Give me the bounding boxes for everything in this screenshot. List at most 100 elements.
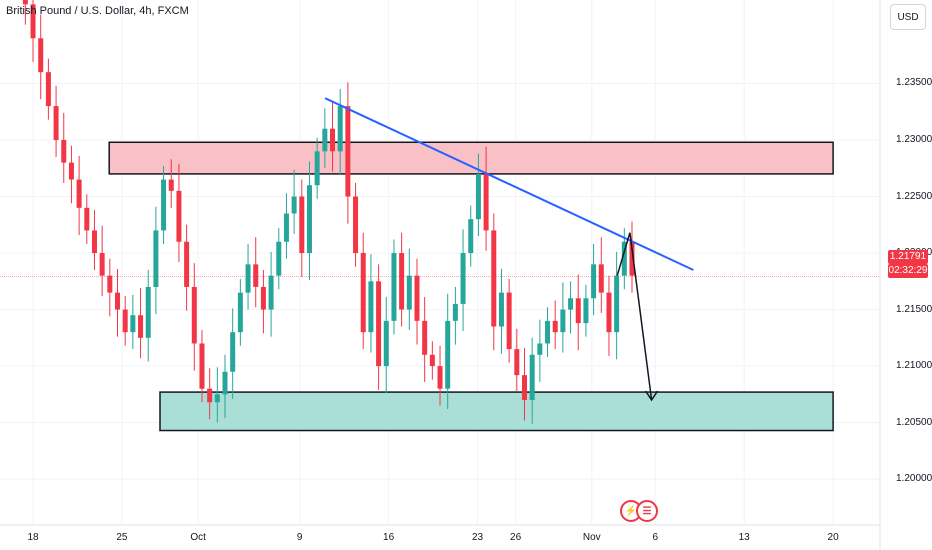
symbol-title: British Pound / U.S. Dollar, 4h, FXCM (6, 5, 189, 17)
candle-body (161, 179, 167, 231)
candle-body (222, 371, 228, 395)
candle-body (621, 241, 627, 276)
candle-body (506, 292, 512, 350)
candle-body (376, 281, 382, 367)
candle-body (153, 230, 159, 287)
candle-body (491, 230, 497, 327)
candle-body (391, 253, 397, 321)
candle-body (583, 298, 589, 324)
candle-body (383, 320, 389, 367)
candle-body (176, 190, 182, 242)
candle-body (452, 303, 458, 321)
candle-body (84, 207, 90, 231)
y-tick-label: 1.23000 (896, 134, 932, 145)
candle-body (115, 292, 121, 310)
candle-body (53, 106, 59, 140)
candle-body (606, 292, 612, 333)
x-tick-label: 23 (471, 532, 484, 543)
candle-body (560, 309, 566, 333)
candle-body (214, 394, 220, 403)
candle-body (45, 72, 51, 107)
candle-body (38, 38, 44, 73)
x-tick-label: Nov (582, 532, 601, 543)
x-tick-label: 26 (510, 532, 522, 543)
candle-body (545, 320, 551, 344)
candle-body (91, 230, 97, 254)
currency-selector[interactable]: USD (890, 4, 926, 30)
candle-body (291, 196, 297, 214)
candle-body (591, 264, 597, 299)
candle-body (22, 0, 28, 5)
candle-body (245, 264, 251, 293)
candle-body (368, 281, 374, 333)
candle-body (122, 309, 128, 333)
x-tick-label: 16 (383, 532, 395, 543)
candle-body (107, 275, 113, 293)
candle-body (322, 128, 328, 152)
candle-body (468, 219, 474, 254)
candle-body (414, 275, 420, 321)
candle-body (568, 298, 574, 310)
y-tick-label: 1.21500 (896, 303, 932, 315)
x-tick-label: 6 (652, 532, 659, 543)
resistance-zone (108, 141, 834, 175)
candle-body (514, 349, 520, 376)
x-tick-label: 20 (827, 532, 839, 543)
candle-body (260, 286, 266, 310)
projection-arrow (616, 232, 653, 401)
candle-body (268, 275, 274, 310)
candle-body (529, 354, 535, 400)
countdown-label: 02:32:29 (888, 264, 928, 278)
candle-body (406, 275, 412, 310)
x-tick-label: 13 (738, 532, 750, 543)
candle-body (283, 213, 289, 242)
y-tick-label: 1.23500 (896, 77, 932, 89)
candle-body (360, 253, 366, 333)
candle-body (184, 241, 190, 287)
candle-body (299, 196, 305, 254)
candle-body (475, 173, 481, 220)
candle-body (68, 162, 74, 180)
candle-body (429, 354, 435, 367)
candle-body (145, 286, 151, 338)
x-tick-label: 25 (116, 532, 128, 543)
candle-body (353, 196, 359, 254)
candle-body (337, 106, 343, 152)
candle-body (253, 264, 259, 287)
candle-body (130, 315, 136, 333)
candle-body (345, 106, 351, 197)
candle-body (483, 173, 489, 231)
y-tick-label: 1.20500 (896, 416, 932, 428)
candle-body (168, 179, 174, 191)
candle-body (61, 140, 67, 163)
candle-body (437, 366, 443, 389)
x-tick-label: 9 (296, 532, 303, 543)
candle-body (276, 241, 282, 276)
candle-body (237, 292, 243, 333)
candle-body (575, 298, 581, 324)
candle-body (422, 320, 428, 355)
candle-body (521, 375, 527, 400)
us-flag-icon[interactable]: ☰ (636, 500, 658, 522)
candle-body (30, 4, 36, 39)
candle-body (330, 128, 336, 152)
candle-body (537, 343, 543, 355)
candle-body (207, 388, 213, 403)
candle-body (498, 292, 504, 327)
current-price-label: 1.21791 (888, 250, 928, 264)
candle-body (191, 286, 197, 344)
candle-body (598, 264, 604, 293)
y-tick-label: 1.21000 (896, 360, 932, 372)
projection-arrow-head (644, 390, 659, 402)
y-tick-label: 1.22500 (896, 190, 932, 202)
candle-body (614, 275, 620, 333)
x-tick-label: 18 (27, 532, 39, 543)
candle-body (138, 315, 144, 338)
candle-body (199, 343, 205, 389)
candle-body (460, 253, 466, 304)
candle-body (99, 253, 105, 276)
candle-body (314, 151, 320, 186)
x-tick-label: Oct (190, 532, 206, 543)
candle-body (552, 320, 558, 333)
